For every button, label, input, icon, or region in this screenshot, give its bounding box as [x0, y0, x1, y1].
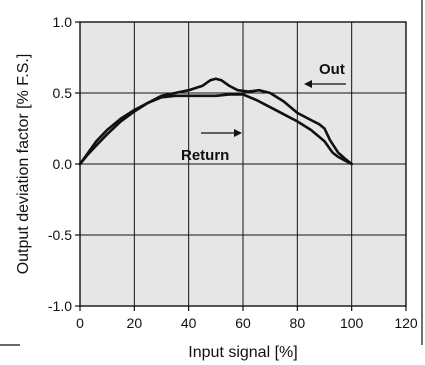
series-lines — [78, 77, 354, 166]
y-tick-label-2: 0.0 — [53, 156, 73, 172]
annotation-return: Return — [181, 129, 242, 164]
y-tick-label-4: -1.0 — [48, 298, 72, 314]
annotation-out-arrowhead — [304, 80, 312, 88]
annotation-return-arrowhead — [234, 129, 242, 137]
annotation-out-label: Out — [319, 61, 345, 78]
x-tick-label-6: 120 — [394, 315, 418, 331]
x-tick-label-2: 40 — [181, 315, 197, 331]
y-tick-label-1: 0.5 — [53, 85, 73, 101]
x-tick-label-1: 20 — [127, 315, 143, 331]
y-tick-label-3: -0.5 — [48, 227, 72, 243]
x-tick-label-5: 100 — [340, 315, 364, 331]
annotation-return-label: Return — [181, 147, 229, 164]
x-tick-label-3: 60 — [235, 315, 251, 331]
ticks: 0 20 40 60 80 100 120 1.0 0.5 0.0 -0.5 -1.0 — [48, 14, 418, 331]
y-tick-label-0: 1.0 — [53, 14, 73, 30]
series-line-out — [78, 77, 354, 166]
y-axis-title: Output deviation factor [% F.S.] — [15, 54, 32, 275]
x-tick-label-0: 0 — [76, 315, 84, 331]
x-axis-title: Input signal [%] — [188, 344, 297, 361]
annotation-out: Out — [304, 61, 346, 88]
x-tick-label-4: 80 — [290, 315, 306, 331]
series-line-return — [78, 93, 354, 166]
